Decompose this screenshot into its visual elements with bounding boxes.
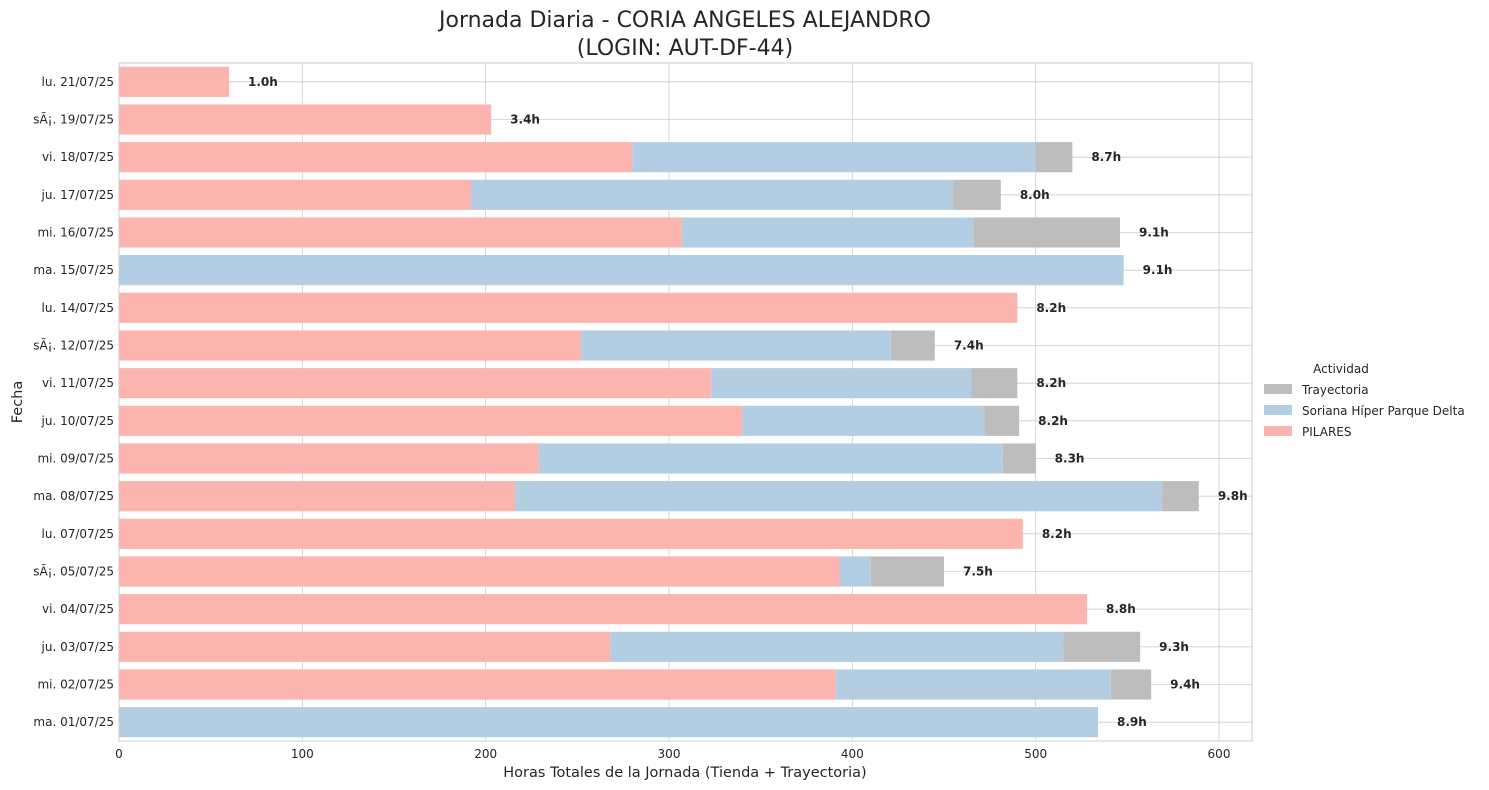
bar-trayectoria <box>1162 481 1199 512</box>
bar-total-label: 9.3h <box>1159 640 1189 654</box>
bar-trayectoria <box>1063 631 1141 662</box>
bar-pilares <box>119 368 712 399</box>
bar-soriana-h-per-parque-delta <box>711 368 972 399</box>
y-tick-label: sÃ¡. 12/07/25 <box>33 338 114 353</box>
y-tick-label: vi. 11/07/25 <box>42 376 114 390</box>
y-tick-label: sÃ¡. 05/07/25 <box>33 564 114 579</box>
bar-total-label: 9.8h <box>1218 489 1248 503</box>
legend-swatch <box>1264 426 1292 436</box>
bar-trayectoria <box>953 179 1001 210</box>
bar-total-label: 8.3h <box>1055 452 1085 466</box>
bar-pilares <box>119 594 1087 625</box>
y-tick-label: vi. 18/07/25 <box>42 150 114 164</box>
y-tick-label: mi. 02/07/25 <box>37 678 114 692</box>
y-tick-label: lu. 21/07/25 <box>42 75 114 89</box>
bar-soriana-h-per-parque-delta <box>610 631 1064 662</box>
y-tick-label: lu. 07/07/25 <box>42 527 114 541</box>
bar-total-label: 8.8h <box>1106 602 1136 616</box>
bar-pilares <box>119 481 515 512</box>
bar-trayectoria <box>1035 142 1073 173</box>
legend-swatch <box>1264 405 1292 415</box>
y-tick-label: mi. 16/07/25 <box>37 226 114 240</box>
bar-total-label: 8.2h <box>1042 527 1072 541</box>
bar-pilares <box>119 405 743 436</box>
x-tick-label: 0 <box>115 747 123 761</box>
bar-pilares <box>119 556 840 587</box>
x-tick-label: 100 <box>291 747 314 761</box>
legend-entry-label: Trayectoria <box>1301 383 1369 397</box>
bar-soriana-h-per-parque-delta <box>119 255 1124 286</box>
bar-total-label: 8.2h <box>1036 301 1066 315</box>
y-tick-label: ju. 03/07/25 <box>41 640 114 654</box>
legend-entry-label: Soriana Híper Parque Delta <box>1302 404 1465 418</box>
bar-soriana-h-per-parque-delta <box>839 556 871 587</box>
bar-soriana-h-per-parque-delta <box>471 179 954 210</box>
bar-soriana-h-per-parque-delta <box>538 443 1003 474</box>
bar-pilares <box>119 518 1023 549</box>
bar-pilares <box>119 104 492 135</box>
plot-frame <box>118 62 1253 742</box>
bar-trayectoria <box>1110 669 1152 700</box>
x-axis-label: Horas Totales de la Jornada (Tienda + Tr… <box>503 765 866 781</box>
bar-total-label: 8.2h <box>1036 376 1066 390</box>
bar-trayectoria <box>870 556 944 587</box>
bar-total-label: 8.0h <box>1020 188 1050 202</box>
legend-swatch <box>1264 384 1292 394</box>
bar-soriana-h-per-parque-delta <box>515 481 1163 512</box>
bar-soriana-h-per-parque-delta <box>581 330 891 361</box>
bar-total-label: 1.0h <box>248 75 278 89</box>
plot-area: 1.0h 3.4h 8.7h 8.0h 9.1h 9.1h 8.2h 7.4h 8.2h 8.2h… <box>33 62 1253 761</box>
x-tick-label: 500 <box>1024 747 1047 761</box>
y-tick-label: vi. 04/07/25 <box>42 602 114 616</box>
y-tick-label: ju. 17/07/25 <box>41 188 114 202</box>
x-tick-label: 200 <box>474 747 497 761</box>
x-tick-label: 400 <box>841 747 864 761</box>
bar-pilares <box>119 292 1018 323</box>
chart-title-line-2: (LOGIN: AUT-DF-44) <box>577 36 793 61</box>
bar-trayectoria <box>1002 443 1036 474</box>
bar-trayectoria <box>971 368 1018 399</box>
bar-trayectoria <box>973 217 1120 248</box>
y-tick-label: ju. 10/07/25 <box>41 414 114 428</box>
bar-total-label: 9.1h <box>1139 226 1169 240</box>
bar-trayectoria <box>984 405 1020 436</box>
bar-total-label: 8.7h <box>1091 150 1121 164</box>
bar-pilares <box>119 217 682 248</box>
bar-total-label: 8.2h <box>1038 414 1068 428</box>
legend-title: Actividad <box>1313 362 1369 376</box>
bar-soriana-h-per-parque-delta <box>835 669 1111 700</box>
bar-total-label: 3.4h <box>510 113 540 127</box>
bar-soriana-h-per-parque-delta <box>681 217 974 248</box>
bar-pilares <box>119 330 581 361</box>
bar-soriana-h-per-parque-delta <box>632 142 1036 173</box>
y-tick-label: mi. 09/07/25 <box>37 452 114 466</box>
bar-soriana-h-per-parque-delta <box>119 707 1098 738</box>
bar-pilares <box>119 669 836 700</box>
y-tick-label: lu. 14/07/25 <box>42 301 114 315</box>
x-tick-label: 600 <box>1208 747 1231 761</box>
bar-trayectoria <box>890 330 935 361</box>
legend-entry-label: PILARES <box>1302 425 1351 439</box>
x-tick-label: 300 <box>658 747 681 761</box>
bar-total-label: 7.5h <box>963 565 993 579</box>
legend: Actividad Trayectoria Soriana Híper Parque… <box>1264 362 1465 439</box>
plot-background <box>119 63 1252 741</box>
y-axis-label: Fecha <box>10 381 26 424</box>
bar-total-label: 9.1h <box>1143 263 1173 277</box>
bar-pilares <box>119 142 633 173</box>
bar-total-label: 7.4h <box>954 339 984 353</box>
y-tick-label: ma. 08/07/25 <box>33 489 114 503</box>
chart-title-line-1: Jornada Diaria - CORIA ANGELES ALEJANDRO <box>437 8 931 33</box>
y-tick-label: sÃ¡. 19/07/25 <box>33 112 114 127</box>
bar-pilares <box>119 179 471 210</box>
bar-pilares <box>119 631 611 662</box>
bar-soriana-h-per-parque-delta <box>742 405 985 436</box>
bar-pilares <box>119 443 539 474</box>
bar-total-label: 9.4h <box>1170 678 1200 692</box>
y-tick-label: ma. 15/07/25 <box>33 263 114 277</box>
y-tick-label: ma. 01/07/25 <box>33 715 114 729</box>
bar-pilares <box>119 66 229 97</box>
bar-total-label: 8.9h <box>1117 715 1147 729</box>
